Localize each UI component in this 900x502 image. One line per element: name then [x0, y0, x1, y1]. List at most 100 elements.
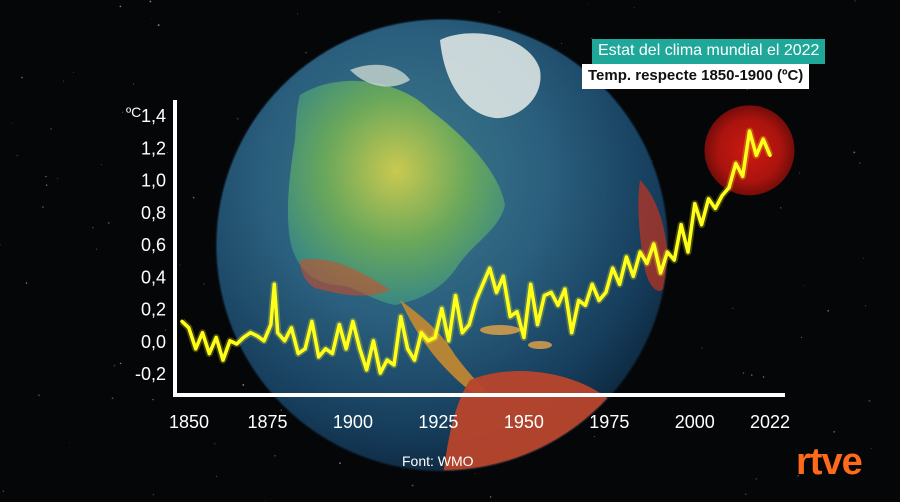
- star-dot: [45, 175, 47, 178]
- star-dot: [721, 206, 723, 208]
- y-tick-label: 1,2: [141, 138, 166, 158]
- star-dot: [242, 383, 245, 386]
- star-dot: [11, 122, 13, 124]
- source-label: Font: WMO: [402, 453, 474, 469]
- star-dot: [854, 0, 856, 2]
- star-dot: [762, 376, 765, 378]
- star-dot: [179, 264, 181, 266]
- star-dot: [859, 162, 861, 164]
- star-dot: [100, 164, 102, 166]
- star-dot: [157, 24, 160, 27]
- star-dot: [21, 76, 23, 79]
- x-tick-label: 2000: [675, 412, 715, 432]
- y-tick-label: 0,8: [141, 203, 166, 223]
- star-dot: [750, 374, 753, 376]
- star-dot: [701, 347, 703, 349]
- star-dot: [305, 51, 307, 54]
- star-dot: [57, 177, 59, 180]
- star-dot: [593, 435, 595, 438]
- y-tick-label: 0,0: [141, 332, 166, 352]
- x-tick-label: 1975: [589, 412, 629, 432]
- y-tick-label: 1,4: [141, 106, 166, 126]
- star-dot: [797, 475, 799, 477]
- star-dot: [50, 128, 52, 130]
- star-dot: [121, 111, 124, 114]
- chart-title: Estat del clima mundial el 2022: [592, 39, 826, 64]
- star-dot: [800, 336, 803, 338]
- star-dot: [863, 257, 864, 259]
- star-dot: [192, 196, 195, 199]
- star-dot: [92, 226, 94, 229]
- star-dot: [732, 307, 734, 310]
- star-dot: [498, 11, 500, 13]
- star-dot: [236, 117, 239, 120]
- y-tick-label: -0,2: [135, 364, 166, 384]
- star-dot: [68, 441, 70, 443]
- star-dot: [274, 454, 276, 457]
- star-dot: [25, 282, 28, 284]
- star-dot: [119, 5, 122, 8]
- y-tick-label: 1,0: [141, 171, 166, 191]
- star-dot: [742, 372, 745, 374]
- x-tick-label: 1875: [247, 412, 287, 432]
- star-dot: [489, 496, 492, 498]
- globe-image: [215, 18, 669, 472]
- chart-subtitle: Temp. respecte 1850-1900 (ºC): [582, 64, 810, 89]
- star-dot: [280, 409, 282, 411]
- x-tick-label: 2022: [750, 412, 790, 432]
- star-dot: [164, 329, 167, 331]
- star-dot: [215, 475, 217, 477]
- star-dot: [151, 18, 153, 20]
- star-dot: [755, 478, 757, 480]
- x-tick-label: 1900: [333, 412, 373, 432]
- series-line-layer: [179, 127, 774, 377]
- star-dot: [152, 494, 154, 496]
- x-tick-label: 1950: [504, 412, 544, 432]
- star-dot: [45, 184, 48, 186]
- star-dot: [133, 83, 135, 85]
- highlight-circle: [704, 105, 795, 196]
- star-dot: [804, 284, 806, 286]
- star-dot: [239, 479, 241, 481]
- star-dot: [37, 394, 40, 397]
- star-dot: [339, 462, 341, 464]
- x-tick-label: 1850: [169, 412, 209, 432]
- chart-axes: ºC: [126, 100, 785, 397]
- star-dot: [744, 493, 747, 496]
- star-dot: [113, 364, 116, 367]
- star-dot: [633, 6, 635, 8]
- star-dot: [591, 37, 593, 40]
- star-dot: [111, 397, 114, 400]
- star-dot: [0, 243, 1, 246]
- star-dot: [853, 151, 856, 154]
- star-dot: [149, 0, 152, 3]
- x-tick-label: 1925: [418, 412, 458, 432]
- y-axis-unit-label: ºC: [126, 104, 141, 120]
- star-dot: [588, 3, 590, 5]
- star-dot: [833, 431, 836, 433]
- star-dot: [780, 207, 782, 209]
- star-dot: [214, 443, 216, 445]
- rtve-logo: rtve: [796, 441, 863, 483]
- star-dot: [798, 172, 801, 174]
- star-dot: [95, 248, 98, 250]
- star-dot: [297, 13, 298, 15]
- temperature-series-line: [180, 129, 772, 375]
- star-dot: [560, 42, 563, 45]
- star-dot: [746, 88, 748, 91]
- y-tick-label: 0,4: [141, 267, 166, 287]
- y-tick-label: 0,6: [141, 235, 166, 255]
- y-tick-label: 0,2: [141, 300, 166, 320]
- star-dot: [411, 484, 414, 487]
- star-dot: [203, 283, 205, 285]
- star-dot: [119, 362, 122, 365]
- star-dot: [870, 447, 872, 450]
- star-dot: [864, 305, 867, 307]
- star-dot: [73, 71, 74, 73]
- star-dot: [827, 310, 830, 312]
- y-tick-labels: 1,4 1,2 1,0 0,8 0,6 0,4 0,2 0,0 -0,2: [135, 106, 166, 384]
- star-dot: [16, 154, 19, 157]
- star-dot: [152, 398, 154, 401]
- star-dot: [42, 206, 44, 208]
